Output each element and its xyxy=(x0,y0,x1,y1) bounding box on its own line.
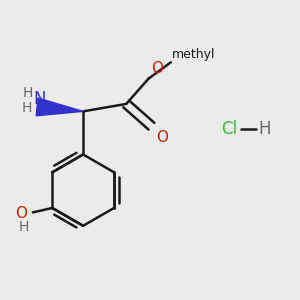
Text: O: O xyxy=(156,130,168,145)
Text: O: O xyxy=(15,206,27,221)
Text: H: H xyxy=(19,220,29,234)
Text: N: N xyxy=(34,91,46,109)
Text: Cl: Cl xyxy=(221,120,238,138)
Text: H: H xyxy=(22,101,32,116)
Text: H: H xyxy=(259,120,271,138)
Text: H: H xyxy=(23,85,33,100)
Text: O: O xyxy=(151,61,163,76)
Text: methyl: methyl xyxy=(172,48,216,61)
Polygon shape xyxy=(36,98,83,116)
